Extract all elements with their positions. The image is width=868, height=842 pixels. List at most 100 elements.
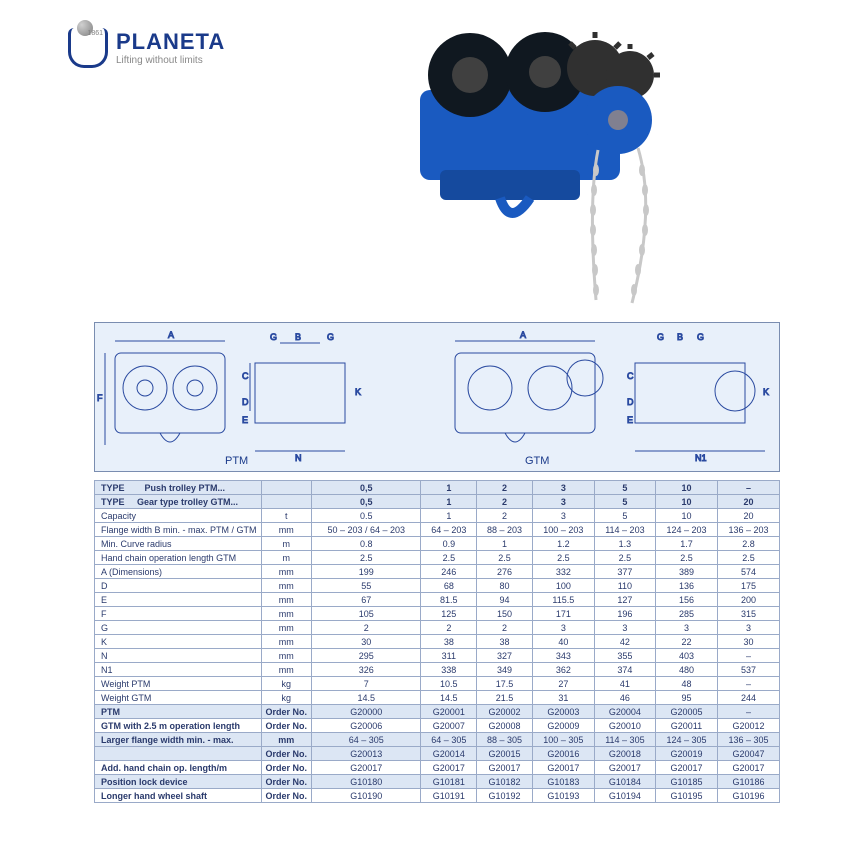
svg-text:C: C [627, 371, 634, 381]
row-value: 295 [312, 649, 421, 663]
row-value: 200 [717, 593, 779, 607]
order-value: 136 – 305 [717, 733, 779, 747]
order-row-label: Larger flange width min. - max. [95, 733, 262, 747]
row-value: 30 [312, 635, 421, 649]
row-value: 3 [532, 621, 594, 635]
order-value: G20047 [717, 747, 779, 761]
row-value: 100 [532, 579, 594, 593]
row-label: D [95, 579, 262, 593]
row-value: 171 [532, 607, 594, 621]
row-unit: mm [261, 607, 312, 621]
svg-text:N: N [295, 453, 302, 463]
row-label: K [95, 635, 262, 649]
row-value: 1.3 [594, 537, 655, 551]
order-value: G10190 [312, 789, 421, 803]
row-value: 40 [532, 635, 594, 649]
row-value: 156 [655, 593, 717, 607]
table-row: Flange width B min. - max. PTM / GTMmm50… [95, 523, 780, 537]
order-value: 100 – 305 [532, 733, 594, 747]
table-row: Capacityt0.512351020 [95, 509, 780, 523]
table-row: Weight GTMkg14.514.521.5314695244 [95, 691, 780, 705]
row-value: 42 [594, 635, 655, 649]
order-value: G10195 [655, 789, 717, 803]
row-unit: mm [261, 565, 312, 579]
order-row: Position lock deviceOrder No.G10180G1018… [95, 775, 780, 789]
svg-text:C: C [242, 371, 249, 381]
row-value: 17.5 [477, 677, 533, 691]
row-value: 110 [594, 579, 655, 593]
row-value: 38 [477, 635, 533, 649]
row-unit: kg [261, 677, 312, 691]
table-row: Emm6781.594115.5127156200 [95, 593, 780, 607]
row-value: – [717, 649, 779, 663]
order-value: G20005 [655, 705, 717, 719]
row-value: 14.5 [421, 691, 477, 705]
svg-text:G: G [697, 332, 704, 342]
order-table-body: PTMOrder No.G20000G20001G20002G20003G200… [95, 705, 780, 803]
row-value: 21.5 [477, 691, 533, 705]
order-value: G20019 [655, 747, 717, 761]
svg-text:K: K [355, 387, 361, 397]
order-value: – [717, 705, 779, 719]
table-row: Gmm2223333 [95, 621, 780, 635]
row-value: 374 [594, 663, 655, 677]
row-value: 332 [532, 565, 594, 579]
row-label: Weight GTM [95, 691, 262, 705]
logo-text: PLANETA Lifting without limits [116, 30, 225, 65]
row-value: 276 [477, 565, 533, 579]
svg-text:G: G [327, 332, 334, 342]
order-value: G20002 [477, 705, 533, 719]
svg-text:E: E [627, 415, 633, 425]
order-value: G20014 [421, 747, 477, 761]
row-value: 574 [717, 565, 779, 579]
row-unit: mm [261, 523, 312, 537]
row-value: 136 – 203 [717, 523, 779, 537]
order-value: G20007 [421, 719, 477, 733]
row-value: 150 [477, 607, 533, 621]
table-row: Fmm105125150171196285315 [95, 607, 780, 621]
table-row: Nmm295311327343355403– [95, 649, 780, 663]
row-unit: kg [261, 691, 312, 705]
th-type2: TYPE Gear type trolley GTM... [95, 495, 262, 509]
dimension-diagram: A F B GG C D E K N A G B G C D E K [94, 322, 780, 472]
table-row: Min. Curve radiusm0.80.911.21.31.72.8 [95, 537, 780, 551]
table-row: Kmm30383840422230 [95, 635, 780, 649]
row-value: 3 [594, 621, 655, 635]
row-value: 3 [717, 621, 779, 635]
row-value: 27 [532, 677, 594, 691]
row-value: 326 [312, 663, 421, 677]
logo-tagline: Lifting without limits [116, 55, 225, 66]
brand-logo: 1861 PLANETA Lifting without limits [68, 28, 225, 68]
row-value: 7 [312, 677, 421, 691]
row-value: 349 [477, 663, 533, 677]
row-value: 175 [717, 579, 779, 593]
table-row: Dmm556880100110136175 [95, 579, 780, 593]
row-value: 355 [594, 649, 655, 663]
row-value: 2.5 [655, 551, 717, 565]
order-row: GTM with 2.5 m operation lengthOrder No.… [95, 719, 780, 733]
order-row-sub: mm [261, 733, 312, 747]
svg-text:D: D [627, 397, 634, 407]
product-photo [370, 20, 690, 310]
row-value: 94 [477, 593, 533, 607]
row-value: 3 [655, 621, 717, 635]
row-value: 22 [655, 635, 717, 649]
row-value: 88 – 203 [477, 523, 533, 537]
order-value: G10194 [594, 789, 655, 803]
row-value: 81.5 [421, 593, 477, 607]
row-value: 46 [594, 691, 655, 705]
spec-table-body: Capacityt0.512351020Flange width B min. … [95, 509, 780, 705]
row-value: 2 [477, 509, 533, 523]
order-value: G20017 [532, 761, 594, 775]
order-value: 114 – 305 [594, 733, 655, 747]
row-value: 315 [717, 607, 779, 621]
spec-table: TYPE Push trolley PTM... 0,5 1 2 3 5 10 … [94, 480, 780, 803]
row-value: 2.5 [532, 551, 594, 565]
row-value: 338 [421, 663, 477, 677]
svg-text:G: G [657, 332, 664, 342]
row-value: 246 [421, 565, 477, 579]
svg-text:F: F [97, 393, 103, 403]
order-value: 124 – 305 [655, 733, 717, 747]
order-row: Add. hand chain op. length/mOrder No.G20… [95, 761, 780, 775]
row-value: 537 [717, 663, 779, 677]
